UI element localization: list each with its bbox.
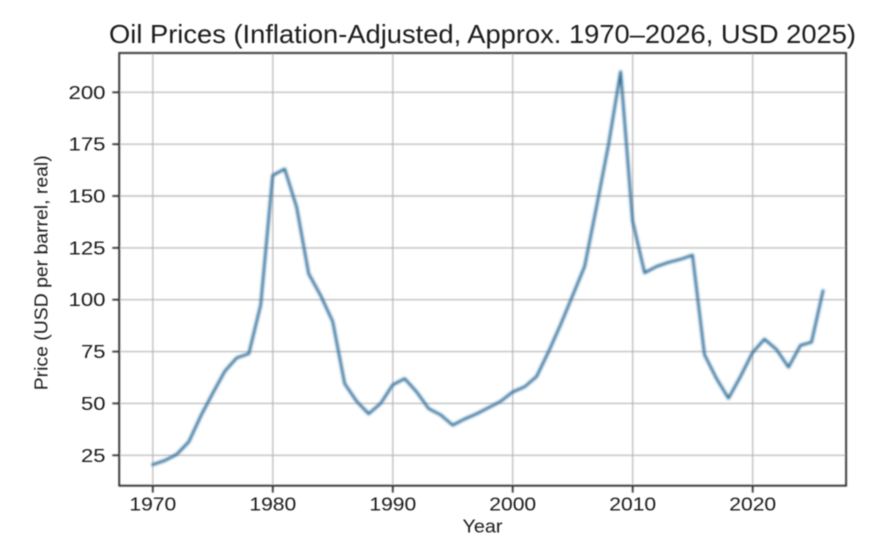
svg-text:1980: 1980 [249, 494, 296, 515]
svg-text:25: 25 [81, 445, 106, 466]
svg-text:125: 125 [69, 237, 106, 258]
svg-text:Year: Year [463, 516, 503, 537]
svg-text:175: 175 [69, 134, 106, 155]
svg-text:1970: 1970 [129, 494, 176, 515]
svg-text:75: 75 [81, 341, 106, 362]
svg-text:100: 100 [69, 289, 106, 310]
svg-text:50: 50 [81, 393, 106, 414]
svg-text:150: 150 [69, 186, 106, 207]
svg-text:2020: 2020 [729, 494, 776, 515]
svg-text:200: 200 [69, 82, 106, 103]
svg-text:2000: 2000 [489, 494, 536, 515]
svg-text:2010: 2010 [609, 494, 656, 515]
svg-text:1990: 1990 [369, 494, 416, 515]
svg-text:Price (USD per barrel, real): Price (USD per barrel, real) [31, 155, 52, 390]
svg-text:Oil Prices (Inflation-Adjusted: Oil Prices (Inflation-Adjusted, Approx. … [109, 19, 856, 49]
